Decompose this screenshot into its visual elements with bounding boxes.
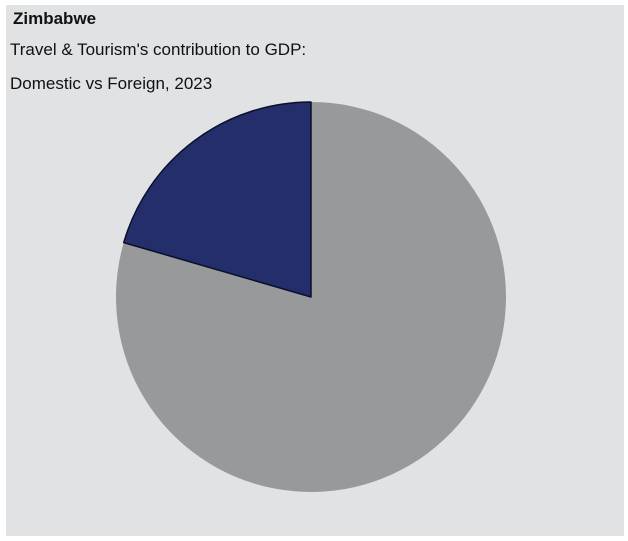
pie-slice-1 <box>122 101 312 298</box>
chart-title: Zimbabwe <box>13 9 97 28</box>
chart-subtitle-line-2: Domestic vs Foreign, 2023 <box>10 74 213 93</box>
chart-subtitle-line-1: Travel & Tourism's contribution to GDP: <box>10 40 307 59</box>
